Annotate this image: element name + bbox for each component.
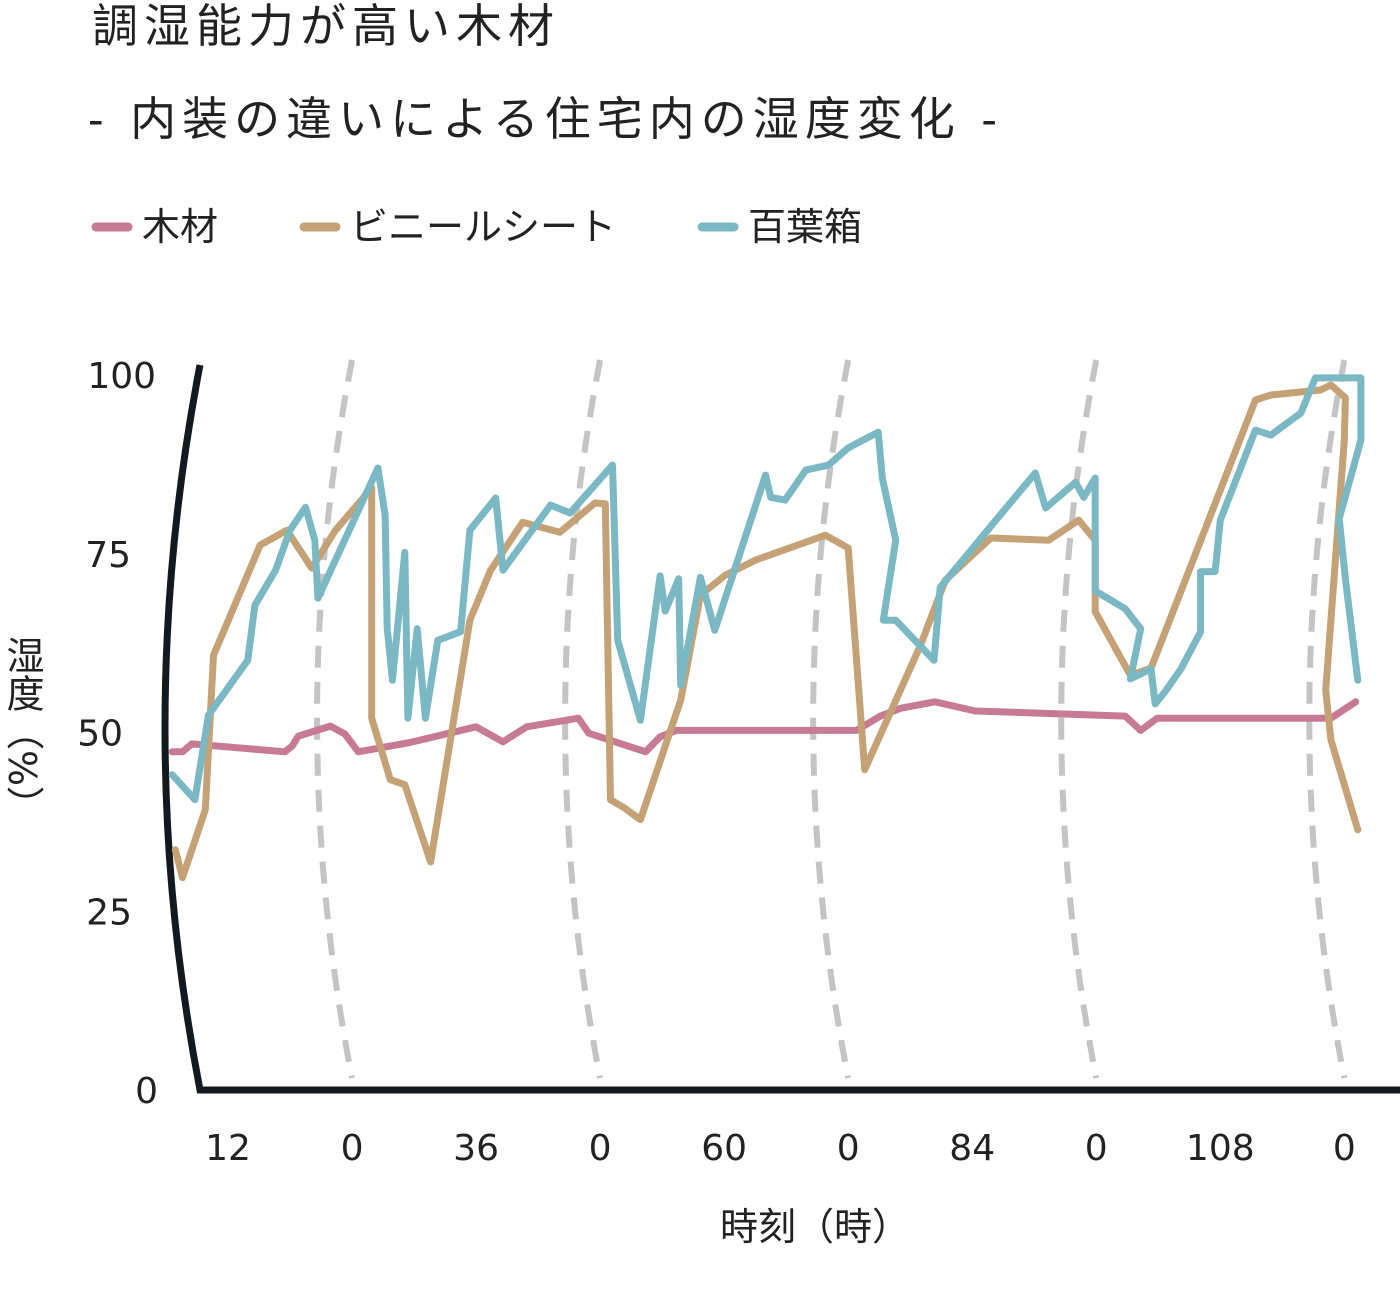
chart-subtitle: - 内装の違いによる住宅内の湿度変化 - — [88, 92, 1003, 146]
x-tick-label: 12 — [205, 1128, 251, 1169]
x-tick-label: 36 — [453, 1128, 499, 1169]
legend-label: ビニールシート — [350, 205, 616, 249]
legend-label: 百葉箱 — [748, 205, 862, 249]
x-tick-label: 0 — [589, 1128, 612, 1169]
y-tick-label: 100 — [87, 356, 156, 397]
y-axis-label: 湿度（%） — [0, 636, 44, 824]
series-line — [171, 381, 1362, 882]
y-tick-label: 50 — [77, 714, 123, 755]
x-tick-label: 60 — [701, 1128, 747, 1169]
x-tick-label: 0 — [1333, 1128, 1356, 1169]
grid-line — [1058, 359, 1100, 1079]
series-line — [168, 698, 1360, 756]
grid-line — [810, 359, 852, 1079]
grid-line — [314, 359, 355, 1079]
axis-line — [161, 364, 1400, 1094]
x-tick-label: 0 — [1085, 1128, 1108, 1169]
legend-label: 木材 — [142, 205, 218, 249]
y-tick-label: 0 — [135, 1071, 158, 1112]
series-line — [168, 374, 1365, 804]
x-axis-label: 時刻（時） — [720, 1205, 910, 1249]
y-tick-label: 75 — [85, 535, 131, 576]
chart-title: 調湿能力が高い木材 — [92, 0, 560, 53]
x-tick-label: 0 — [837, 1128, 860, 1169]
y-tick-label: 25 — [86, 892, 132, 933]
x-tick-label: 0 — [341, 1128, 364, 1169]
x-tick-label: 84 — [949, 1128, 995, 1169]
x-tick-label: 108 — [1186, 1128, 1255, 1169]
